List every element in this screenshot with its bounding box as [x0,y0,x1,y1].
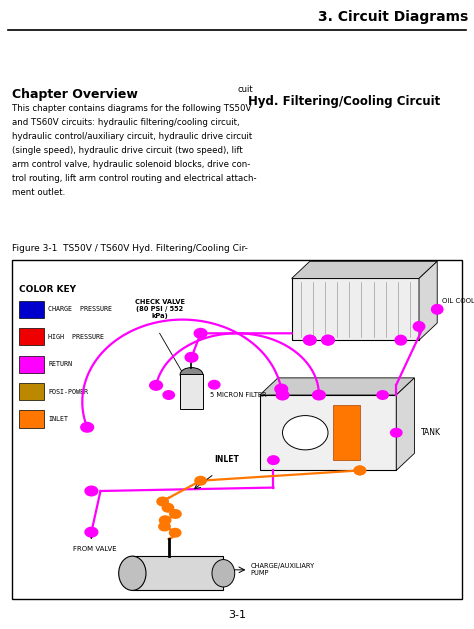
Ellipse shape [268,456,279,464]
Ellipse shape [159,522,170,531]
Ellipse shape [322,335,334,345]
Text: 3. Circuit Diagrams: 3. Circuit Diagrams [318,10,468,24]
Bar [18,301,44,318]
Text: trol routing, lift arm control routing and electrical attach-: trol routing, lift arm control routing a… [12,174,256,183]
Text: 3-1: 3-1 [228,610,246,620]
Text: and TS60V circuits: hydraulic filtering/cooling circuit,: and TS60V circuits: hydraulic filtering/… [12,118,240,127]
Polygon shape [419,261,437,340]
Text: Figure 3-1  TS50V / TS60V Hyd. Filtering/Cooling Cir-: Figure 3-1 TS50V / TS60V Hyd. Filtering/… [12,244,248,253]
Ellipse shape [195,476,206,485]
Text: FROM VALVE: FROM VALVE [73,546,117,552]
Ellipse shape [277,391,288,399]
Bar [18,411,44,428]
Text: COLOR KEY: COLOR KEY [18,286,75,294]
Ellipse shape [170,509,181,518]
Text: Chapter Overview: Chapter Overview [12,88,138,101]
Ellipse shape [354,466,365,475]
Text: ment outlet.: ment outlet. [12,188,65,197]
Bar [18,355,44,373]
Ellipse shape [283,416,328,450]
Ellipse shape [209,381,220,389]
Ellipse shape [276,390,289,400]
Text: OIL COOLER: OIL COOLER [442,298,474,304]
Text: CHECK VALVE
(80 PSI / 552
kPa): CHECK VALVE (80 PSI / 552 kPa) [135,299,185,319]
Ellipse shape [303,335,316,345]
Ellipse shape [312,390,325,400]
Ellipse shape [354,466,365,475]
Polygon shape [396,378,414,470]
Text: Hyd. Filtering/Cooling Circuit: Hyd. Filtering/Cooling Circuit [248,95,440,108]
Bar [180,374,203,409]
Ellipse shape [85,527,98,537]
Ellipse shape [81,423,93,432]
Ellipse shape [185,352,198,362]
Bar [18,383,44,400]
Polygon shape [292,261,437,279]
Ellipse shape [322,335,334,345]
Ellipse shape [391,428,402,437]
Ellipse shape [159,516,171,525]
Text: INLET: INLET [214,455,239,464]
Ellipse shape [413,321,425,331]
Ellipse shape [395,335,407,345]
Ellipse shape [118,556,146,591]
Text: (single speed), hydraulic drive circuit (two speed), lift: (single speed), hydraulic drive circuit … [12,146,243,155]
Polygon shape [260,378,414,395]
Ellipse shape [163,391,174,399]
Text: hydraulic control/auxiliary circuit, hydraulic drive circuit: hydraulic control/auxiliary circuit, hyd… [12,132,252,141]
Text: 5 MICRON FILTER: 5 MICRON FILTER [210,392,266,398]
Ellipse shape [180,367,203,381]
Text: This chapter contains diagrams for the following TS50V: This chapter contains diagrams for the f… [12,104,251,113]
Text: RETURN: RETURN [48,361,72,367]
Ellipse shape [170,528,181,537]
Ellipse shape [431,304,443,314]
Bar [260,395,396,470]
Bar [333,405,360,460]
Text: INLET: INLET [48,416,68,422]
Text: CHARGE/AUXILIARY
PUMP: CHARGE/AUXILIARY PUMP [251,564,315,576]
Text: HIGH  PRESSURE: HIGH PRESSURE [48,334,104,340]
Ellipse shape [186,353,197,362]
Text: CHARGE  PRESSURE: CHARGE PRESSURE [48,306,112,313]
Text: arm control valve, hydraulic solenoid blocks, drive con-: arm control valve, hydraulic solenoid bl… [12,160,250,169]
Bar [18,328,44,345]
Bar [132,556,223,591]
Ellipse shape [212,560,235,587]
Text: cuit: cuit [238,85,254,94]
Text: POSI-POWER: POSI-POWER [48,389,88,394]
Ellipse shape [85,486,98,496]
Ellipse shape [157,497,168,506]
Ellipse shape [194,328,207,338]
Ellipse shape [150,381,163,390]
Ellipse shape [377,391,388,399]
Bar [292,279,419,340]
Text: TANK: TANK [421,428,441,437]
Ellipse shape [275,384,288,394]
Ellipse shape [304,335,316,345]
Ellipse shape [162,503,173,512]
